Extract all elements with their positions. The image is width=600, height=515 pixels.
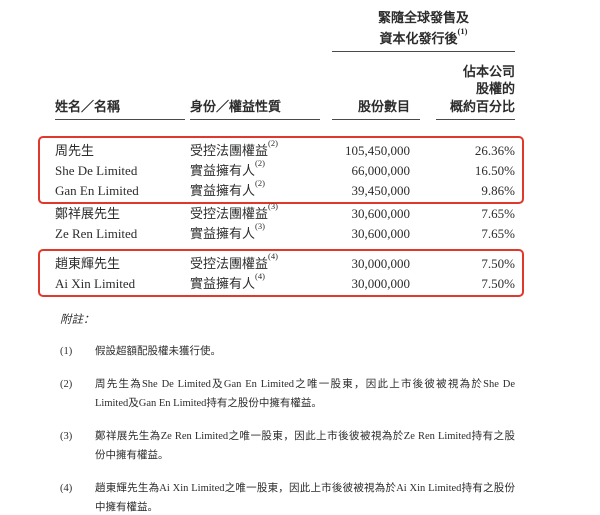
shareholder-name: Gan En Limited: [55, 183, 139, 198]
ownership-percent: 7.50%: [481, 276, 515, 291]
note-2: (2) 周先生為She De Limited及Gan En Limited之唯一…: [60, 375, 515, 413]
column-header-name: 姓名／名稱: [55, 97, 185, 120]
column-header-shares: 股份數目: [332, 97, 420, 120]
capacity-cell: 實益擁有人(2): [190, 157, 265, 178]
share-count: 30,000,000: [351, 256, 411, 271]
table-row: 周先生 受控法團權益(2) 105,450,000 26.36%: [55, 137, 515, 161]
shareholder-name: 周先生: [55, 143, 95, 158]
capacity-cell: 受控法團權益(4): [190, 250, 278, 271]
notes-label: 附註：: [60, 314, 95, 326]
note-number: (2): [60, 379, 73, 390]
note-number: (4): [60, 483, 73, 494]
table-row: Ze Ren Limited 實益擁有人(3) 30,600,000 7.65%: [55, 220, 515, 244]
column-header-percent: 概約百分比: [436, 97, 515, 120]
note-text: 周先生為She De Limited及Gan En Limited之唯一股東，因…: [95, 379, 515, 409]
group-header-line1: 緊隨全球發售及: [377, 10, 469, 25]
shareholding-section: 緊隨全球發售及 資本化發行後(1) 佔本公司 股權的 姓名／名稱 身份／權益性質…: [38, 0, 524, 515]
share-count: 105,450,000: [345, 143, 410, 158]
note-number: (3): [60, 431, 73, 442]
note-text: 假設超額配股權未獲行使。: [95, 346, 221, 357]
column-group-header: 緊隨全球發售及 資本化發行後(1): [332, 4, 515, 52]
note-text: 趙東輝先生為Ai Xin Limited之唯一股東，因此上市後彼被視為於Ai X…: [95, 483, 515, 513]
shareholder-name: 鄭祥展先生: [55, 206, 121, 221]
subheader-line1: 佔本公司: [462, 64, 515, 79]
shareholder-name: Ai Xin Limited: [55, 276, 136, 291]
share-count: 39,450,000: [351, 183, 411, 198]
zheng-group: 鄭祥展先生 受控法團權益(3) 30,600,000 7.65% Ze Ren …: [55, 200, 515, 244]
footnote-ref: (2): [268, 137, 278, 148]
shareholder-name: She De Limited: [55, 163, 138, 178]
table-column-headers: 姓名／名稱 身份／權益性質 股份數目 概約百分比: [55, 97, 515, 120]
highlight-box-zhao-group: 趙東輝先生 受控法團權益(4) 30,000,000 7.50% Ai Xin …: [38, 249, 524, 297]
footnote-ref: (4): [255, 270, 265, 281]
ownership-percent: 9.86%: [481, 183, 515, 198]
footnote-ref: (3): [268, 200, 278, 211]
footnote-ref: (4): [268, 250, 278, 261]
shareholder-name: Ze Ren Limited: [55, 226, 138, 241]
subheader-line2: 股權的: [475, 81, 515, 96]
note-4: (4) 趙東輝先生為Ai Xin Limited之唯一股東，因此上市後彼被視為於…: [60, 479, 515, 515]
footnote-ref: (3): [255, 220, 265, 231]
ownership-percent: 26.36%: [474, 143, 515, 158]
highlight-box-zhou-group: 周先生 受控法團權益(2) 105,450,000 26.36% She De …: [38, 136, 524, 204]
percent-column-subheader: 佔本公司 股權的: [55, 63, 515, 97]
share-count: 30,000,000: [351, 276, 411, 291]
ownership-percent: 7.65%: [481, 226, 515, 241]
note-3: (3) 鄭祥展先生為Ze Ren Limited之唯一股東，因此上市後彼被視為於…: [60, 427, 515, 465]
capacity-cell: 受控法團權益(3): [190, 200, 278, 221]
footnote-ref-1: (1): [457, 25, 468, 36]
capacity-cell: 受控法團權益(2): [190, 137, 278, 158]
capacity-cell: 實益擁有人(2): [190, 177, 265, 198]
share-count: 30,600,000: [351, 206, 411, 221]
table-body: 周先生 受控法團權益(2) 105,450,000 26.36% She De …: [38, 136, 524, 297]
ownership-percent: 7.50%: [481, 256, 515, 271]
notes-section: 附註： (1) 假設超額配股權未獲行使。 (2) 周先生為She De Limi…: [60, 311, 515, 515]
column-header-capacity: 身份／權益性質: [190, 97, 320, 120]
note-text: 鄭祥展先生為Ze Ren Limited之唯一股東，因此上市後彼被視為於Ze R…: [95, 431, 515, 461]
ownership-percent: 16.50%: [474, 163, 515, 178]
footnote-ref: (2): [255, 157, 265, 168]
ownership-percent: 7.65%: [481, 206, 515, 221]
capacity-cell: 實益擁有人(3): [190, 220, 265, 241]
table-row: She De Limited 實益擁有人(2) 66,000,000 16.50…: [55, 157, 515, 181]
note-1: (1) 假設超額配股權未獲行使。: [60, 342, 515, 361]
footnote-ref: (2): [255, 177, 265, 188]
share-count: 30,600,000: [351, 226, 411, 241]
group-header-line2: 資本化發行後(1): [379, 25, 468, 46]
share-count: 66,000,000: [351, 163, 411, 178]
shareholder-name: 趙東輝先生: [55, 256, 121, 271]
capacity-cell: 實益擁有人(4): [190, 270, 265, 291]
table-row: Gan En Limited 實益擁有人(2) 39,450,000 9.86%: [55, 177, 515, 201]
table-row: 鄭祥展先生 受控法團權益(3) 30,600,000 7.65%: [55, 200, 515, 224]
table-row: 趙東輝先生 受控法團權益(4) 30,000,000 7.50%: [55, 250, 515, 274]
note-number: (1): [60, 346, 73, 357]
table-row: Ai Xin Limited 實益擁有人(4) 30,000,000 7.50%: [55, 270, 515, 294]
